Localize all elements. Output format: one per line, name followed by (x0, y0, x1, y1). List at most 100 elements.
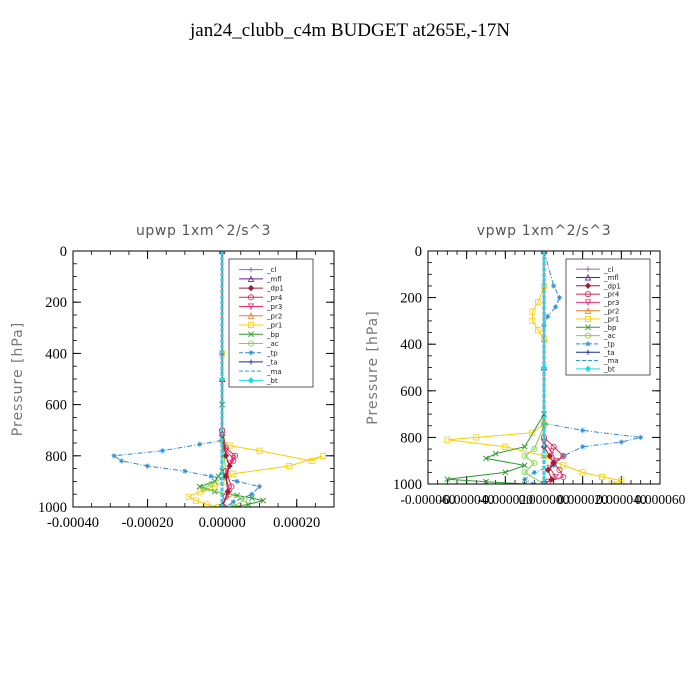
panel-2-legend-marker-cl (585, 266, 591, 272)
panel-1-point-pr1 (256, 447, 263, 454)
panel-1-point-tp (256, 483, 263, 490)
panel-1-legend-label-bt: _bt (266, 377, 278, 385)
panel-2-xtick-label: 0.000000 (519, 492, 570, 507)
panel-1-point-tp (197, 441, 203, 447)
panel-1-point-bt (218, 503, 226, 507)
panel-2-ytick-label: 0 (415, 244, 422, 260)
panel-2-legend-marker-bt (584, 365, 592, 373)
panel-2-point-pr4 (556, 467, 563, 474)
panel-2-point-pr3 (552, 474, 559, 481)
panel-2-legend-label-pr1: _pr1 (603, 316, 619, 324)
panel-2-ylabel: Pressure [hPa] (365, 310, 381, 424)
panel-2-xtick-label: 0.000020 (557, 492, 608, 507)
panel-1-legend-label-pr3: _pr3 (266, 303, 282, 311)
panel-2-point-bp (483, 455, 489, 462)
panel-2-legend-label-bp: _bp (603, 324, 617, 332)
panel-1-point-pr1 (286, 463, 293, 470)
panel-1-legend-marker-pr3 (247, 303, 255, 311)
panel-2-point-ac (521, 453, 528, 460)
panel-2-point-pr1 (502, 443, 509, 450)
panel-2-point-dp1 (550, 459, 557, 467)
panel-1-legend-marker-dp1 (247, 284, 255, 292)
panel-2-legend-label-pr3: _pr3 (603, 299, 619, 307)
panel-2-legend-label-bt: _bt (603, 365, 615, 373)
panel-2-data (444, 251, 644, 484)
panel-1-ytick-label: 800 (45, 449, 67, 465)
panel-1-point-dp1 (222, 473, 230, 480)
panel-2-point-tp (580, 427, 586, 434)
panel-1-ytick-label: 200 (45, 295, 67, 311)
panel-2-point-tp (618, 439, 624, 445)
panel-2-point-bp (521, 462, 528, 469)
panel-2-point-tp (531, 469, 537, 475)
panel-1-point-pr1 (204, 501, 211, 507)
panel-2-point-pr1 (541, 453, 548, 460)
panel-1-legend-marker-ac (247, 340, 254, 347)
panel-1-legend-label-pr4: _pr4 (266, 294, 283, 302)
panel-2-xtick-label: 0.000040 (596, 492, 647, 507)
panel-2-point-bt (540, 251, 548, 255)
panel-1-point-tp (249, 491, 255, 497)
panel-1-point-dp1 (224, 488, 231, 495)
panel-2-legend-label-pr2: _pr2 (603, 307, 619, 315)
panel-2-point-pr1 (618, 477, 625, 484)
panel-1-point-ac (207, 480, 214, 487)
panel-2-legend-label-pr4: _pr4 (603, 291, 620, 299)
panel-1-point-bt (218, 375, 226, 383)
panel-2-legend-label-ac: _ac (603, 332, 616, 340)
panel-1-legend-label-cl: _cl (266, 266, 276, 274)
panel-1-title: upwp 1xm^2/s^3 (136, 223, 271, 239)
panel-2-legend-marker-pr1 (585, 315, 592, 322)
panel-1-series-pr1 (187, 251, 324, 507)
panel-1-point-pr3 (230, 455, 237, 462)
panel-2-point-bp (521, 443, 528, 450)
panel-2-xtick-label: -0.000020 (478, 492, 533, 507)
panel-2-point-bp (483, 478, 489, 484)
panel-2-point-tp (545, 313, 551, 319)
panel-2-point-bp (521, 481, 528, 484)
panel-1-legend-box (228, 258, 314, 388)
panel-2-point-tp (556, 295, 563, 301)
panel-1-frame (72, 250, 335, 508)
panel-1-legend-label-dp1: _dp1 (266, 285, 284, 293)
panel-2-legend-label-dp1: _dp1 (603, 282, 621, 290)
panel-1-legend-marker-mfl (247, 275, 255, 282)
panel-2-point-bp (492, 450, 499, 457)
panel-1-point-bp (245, 501, 252, 507)
panel-1-ytick-label: 1000 (38, 500, 67, 516)
panel-1-point-pr1 (230, 470, 237, 477)
panel-1-xtick-label: 0.00000 (199, 515, 246, 531)
panel-1-data (111, 251, 326, 507)
panel-2-frame (427, 250, 661, 485)
panel-1-legend-label-ac: _ac (266, 340, 279, 348)
panel-2-point-dp1 (544, 466, 552, 474)
panel-1-legend-marker-pr4 (247, 294, 254, 301)
panel-1-point-bp (196, 483, 203, 490)
panel-2-point-pr1 (560, 462, 567, 469)
panel-1-point-pr1 (308, 457, 315, 464)
panel-1-legend-label-tp: _tp (266, 349, 278, 357)
panel-1-point-ac (241, 496, 248, 503)
panel-2-legend-label-tp: _tp (603, 341, 615, 349)
panel-1-point-pr1 (185, 493, 192, 500)
panel-2-point-dp1 (548, 476, 555, 483)
panel-1-xtick-label: 0.00020 (273, 515, 320, 531)
panel-2-title: vpwp 1xm^2/s^3 (477, 223, 611, 239)
panel-2-point-pr1 (444, 436, 451, 443)
panel-1-ytick-label: 400 (45, 346, 67, 362)
panel-2-legend-marker-pr4 (585, 291, 592, 298)
panel-1-xtick-label: -0.00040 (47, 515, 99, 531)
panel-1-legend-label-pr2: _pr2 (266, 312, 282, 320)
panel-2-legend-marker-tp (585, 341, 591, 347)
panel-2-point-pr1 (579, 469, 586, 476)
panel-1-legend-label-ta: _ta (266, 359, 278, 367)
panel-1-legend-label-ma: _ma (266, 368, 282, 376)
panel-2-legend-label-ta: _ta (603, 349, 615, 357)
panel-1-legend-marker-pr1 (247, 321, 254, 328)
panel-2-point-bp (444, 476, 451, 483)
panel-2-point-pr1 (529, 317, 536, 324)
panel-1-legend-label-bp: _bp (266, 331, 280, 339)
panel-1-point-dp1 (222, 452, 230, 459)
panel-2-point-pr1 (535, 327, 542, 334)
panel-1-legend-marker-pr2 (247, 312, 255, 319)
